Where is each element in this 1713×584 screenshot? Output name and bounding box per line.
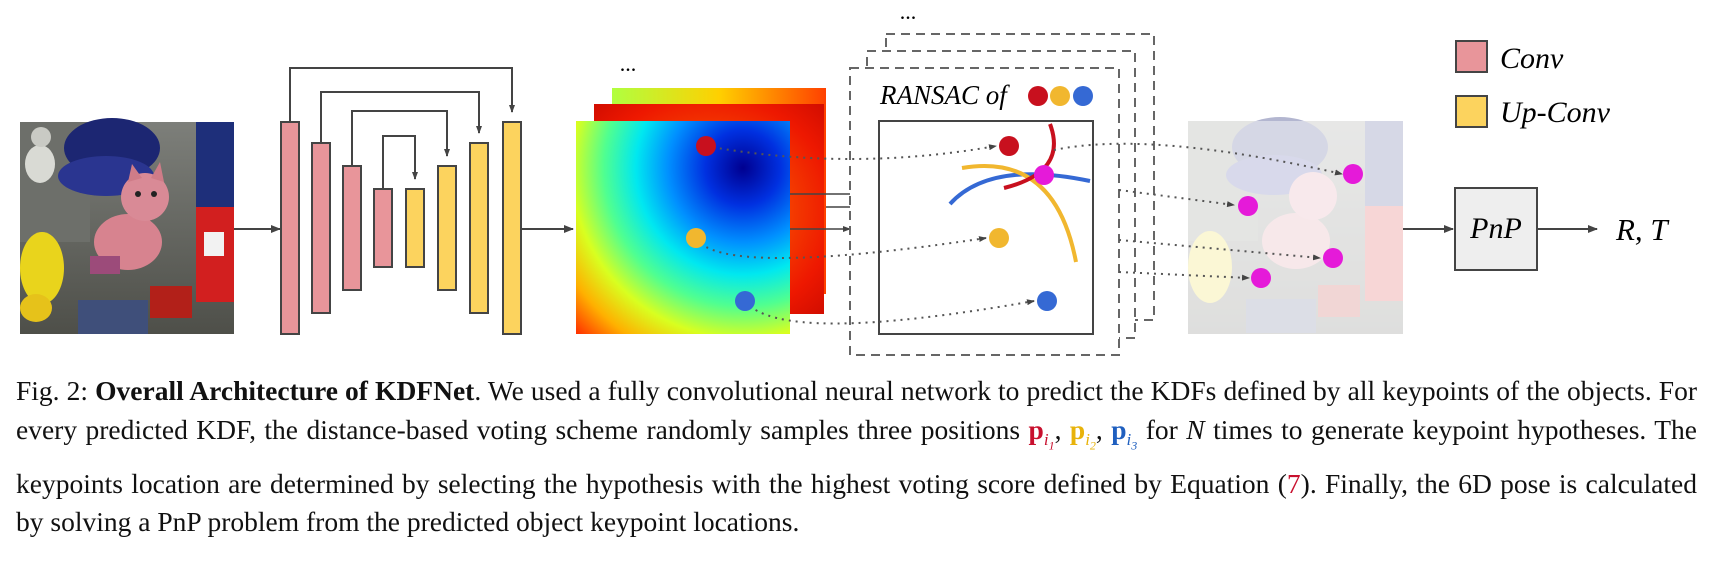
conv-block-4 [373, 188, 393, 268]
output-keypoint-3 [1323, 248, 1343, 268]
equation-reference-link[interactable]: 7 [1286, 467, 1301, 499]
heatmap-red-keypoint [696, 136, 716, 156]
ransac-red-point [999, 136, 1019, 156]
output-keypoint-2 [1238, 196, 1258, 216]
output-image [1188, 117, 1403, 334]
ransac-title-dot-red [1028, 86, 1048, 106]
ransac-title-dot-yellow [1050, 86, 1070, 106]
ransac-blue-point [1037, 291, 1057, 311]
math-p-i1: pi1 [1028, 413, 1055, 453]
heatmap-blue-keypoint [735, 291, 755, 311]
upconv-block-2 [437, 165, 457, 291]
input-image [20, 118, 234, 334]
legend-upconv-swatch [1455, 95, 1488, 128]
caption-title: Overall Architecture of KDFNet [95, 375, 475, 406]
upconv-block-1 [405, 188, 425, 268]
upconv-block-3 [469, 142, 489, 314]
math-p-i2: pi2 [1069, 413, 1096, 453]
unet [280, 67, 522, 335]
upconv-block-4 [502, 121, 522, 335]
caption-text-4: ). Finally, the 6D pose is calculated by… [16, 467, 1697, 538]
ransac-stack: ... RANSAC of [849, 0, 1155, 356]
caption-text-1: . We used a fully convolutional neural n… [16, 375, 1698, 445]
ransac-intersection-point [1034, 165, 1054, 185]
ransac-yellow-point [989, 228, 1009, 248]
caption-fig-label: Fig. 2: [16, 375, 89, 406]
figure-caption: Fig. 2: Overall Architecture of KDFNet. … [16, 372, 1697, 542]
legend: Conv Up-Conv [1455, 40, 1611, 129]
pnp-label: PnP [1469, 212, 1522, 245]
math-p-i3: pi3 [1111, 413, 1138, 453]
output-keypoint-1 [1343, 164, 1363, 184]
architecture-figure: ... ... RANSAC of [20, 0, 1670, 356]
heatmap-yellow-keypoint [686, 228, 706, 248]
caption-text-3: times to generate keypoint hypotheses. T… [16, 413, 1697, 499]
heatmaps-ellipsis: ... [620, 51, 637, 76]
conv-block-1 [280, 121, 300, 335]
legend-upconv-label: Up-Conv [1500, 96, 1611, 129]
ransac-ellipsis: ... [900, 0, 917, 24]
math-n: N [1186, 413, 1205, 445]
conv-block-3 [342, 165, 362, 291]
ransac-panel [878, 120, 1094, 335]
ransac-title: RANSAC of [879, 80, 1010, 110]
caption-sep-1: , [1054, 413, 1070, 445]
caption-sep-2: , [1095, 413, 1112, 445]
ransac-title-dot-blue [1073, 86, 1093, 106]
legend-conv-swatch [1455, 40, 1488, 73]
conv-block-2 [311, 142, 331, 314]
output-label: R, T [1615, 212, 1670, 247]
output-keypoint-4 [1251, 268, 1271, 288]
caption-text-2: for [1137, 413, 1187, 445]
kdf-heatmaps: ... [576, 51, 826, 334]
legend-conv-label: Conv [1500, 42, 1564, 75]
